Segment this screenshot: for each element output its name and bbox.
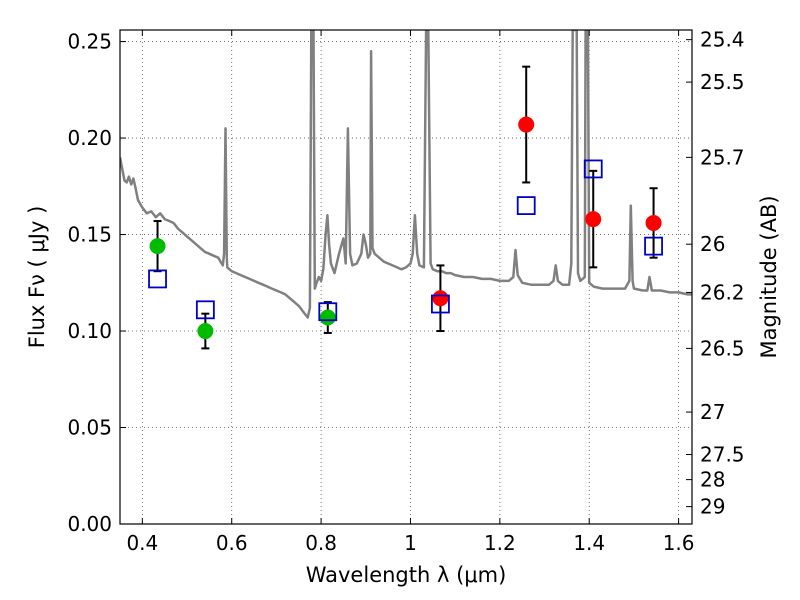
data-point — [197, 323, 214, 340]
model-point — [644, 236, 663, 256]
marker-layer — [148, 65, 663, 350]
plot-background — [120, 30, 692, 524]
y2-tick-label: 29 — [700, 495, 725, 519]
x-tick-label: 1 — [404, 531, 417, 555]
data-point — [518, 116, 535, 133]
model-point — [195, 300, 215, 320]
y2-tick-label: 27.5 — [700, 443, 745, 467]
y2-tick-label: 25.5 — [700, 70, 745, 94]
model-point — [318, 302, 338, 322]
y2-axis-label: Magnitude (AB) — [757, 195, 781, 358]
y2-tick-label: 27 — [700, 400, 725, 424]
y2-tick-label: 25.4 — [700, 28, 745, 52]
data-point — [319, 309, 336, 326]
y2-tick-label: 28 — [700, 468, 725, 492]
spectrum-line — [120, 30, 692, 319]
data-point — [432, 290, 449, 307]
y-axis-label: Flux Fν ( μJy ) — [25, 206, 49, 349]
data-point — [645, 214, 662, 231]
y-tick-label: 0.10 — [67, 319, 112, 343]
y-tick-label: 0.25 — [67, 30, 112, 54]
x-tick-label: 1.4 — [573, 531, 605, 555]
y-tick-label: 0.00 — [67, 512, 112, 536]
model-point — [148, 269, 167, 289]
y-tick-label: 0.15 — [67, 223, 112, 247]
y-tick-label: 0.20 — [67, 126, 112, 150]
x-tick-label: 0.6 — [216, 531, 248, 555]
y2-tick-label: 26.2 — [700, 280, 745, 304]
model-point — [431, 294, 450, 314]
model-point — [516, 196, 536, 216]
x-tick-label: 1.6 — [663, 531, 695, 555]
y-tick-label: 0.05 — [67, 416, 112, 440]
y2-tick-label: 26 — [700, 232, 725, 256]
spectrum-layer — [120, 30, 692, 319]
model-point — [583, 159, 603, 179]
plot-frame — [119, 29, 693, 525]
data-point — [585, 211, 602, 228]
x-axis-label: Wavelength λ (μm) — [306, 563, 507, 587]
data-point — [149, 238, 166, 255]
x-tick-label: 1.2 — [484, 531, 516, 555]
x-tick-label: 0.8 — [305, 531, 337, 555]
y2-tick-label: 25.7 — [700, 145, 745, 169]
y2-tick-label: 26.5 — [700, 336, 745, 360]
axis-ticks: 0.4 0.6 0.8 1 1.2 1.4 1.6 0.00 0.05 0.10 0.15 0.20 0… — [67, 28, 744, 555]
x-tick-label: 0.4 — [126, 531, 158, 555]
